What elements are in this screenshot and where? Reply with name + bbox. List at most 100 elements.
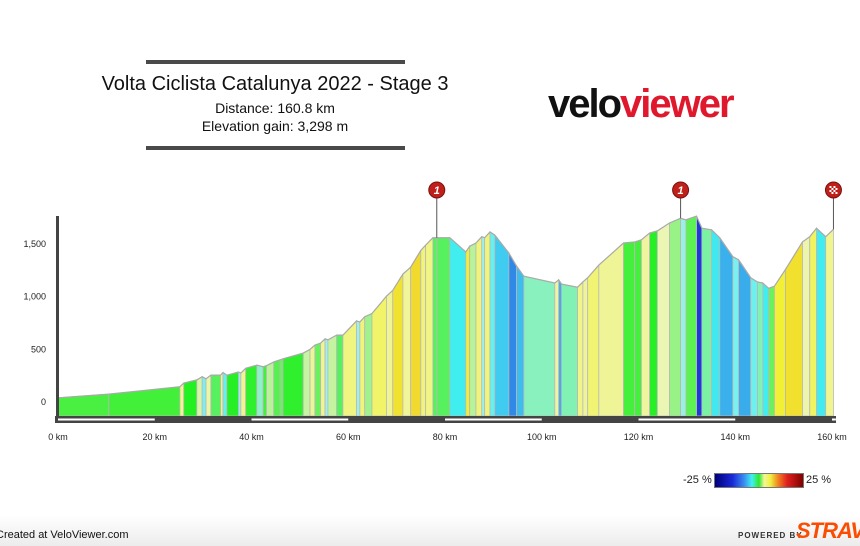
profile-segment <box>696 215 703 417</box>
profile-segment <box>108 386 181 417</box>
profile-segment <box>481 236 486 417</box>
profile-segment <box>402 266 412 417</box>
footer <box>0 515 860 546</box>
checker-square <box>835 192 838 194</box>
x-axis-stripe <box>251 418 349 421</box>
profile-segment <box>719 236 734 417</box>
climb-category-label: 1 <box>678 185 684 197</box>
profile-segment <box>449 236 467 417</box>
profile-segment <box>256 364 264 417</box>
checker-square <box>829 186 832 188</box>
created-at-link[interactable]: Created at VeloViewer.com <box>0 529 129 541</box>
x-tick-label: 60 km <box>336 432 361 442</box>
profile-segment <box>392 272 404 417</box>
gradient-colorbar <box>714 473 804 488</box>
profile-segment <box>179 382 185 417</box>
profile-segment <box>809 227 817 417</box>
profile-segment <box>750 277 758 417</box>
profile-segment <box>561 283 578 417</box>
profile-segment <box>432 237 438 417</box>
profile-segment <box>386 289 394 417</box>
profile-segment <box>757 281 764 417</box>
y-tick-label: 1,500 <box>23 239 46 249</box>
profile-segment <box>282 352 304 417</box>
profile-segment <box>410 248 422 417</box>
profile-segment <box>205 374 212 417</box>
profile-segment <box>508 251 517 417</box>
profile-segment <box>356 320 361 417</box>
x-tick-label: 40 km <box>239 432 264 442</box>
x-tick-label: 80 km <box>433 432 458 442</box>
profile-segment <box>577 280 584 417</box>
title-top-rule <box>146 60 405 64</box>
profile-segment <box>336 334 344 417</box>
x-axis-stripe <box>832 418 836 421</box>
profile-segment <box>279 358 284 417</box>
profile-segment <box>558 278 562 417</box>
profile-segment <box>711 228 721 417</box>
veloviewer-logo: veloviewer <box>548 82 735 126</box>
y-axis <box>56 216 59 420</box>
profile-segment <box>201 376 207 417</box>
checker-square <box>831 192 834 194</box>
profile-segment <box>183 379 198 417</box>
elevation-profile-chart: 0 500 1,000 1,500 0 km 20 km 40 km 60 km 80 km 10… <box>23 181 847 442</box>
profile-segment <box>685 215 697 417</box>
profile-line <box>57 215 834 399</box>
distance-label: Distance: 160.8 km <box>215 100 335 116</box>
profile-segment <box>240 367 247 417</box>
profile-segment <box>314 342 322 417</box>
profile-segment <box>768 285 775 417</box>
profile-segment <box>469 242 477 417</box>
checker-square <box>829 190 832 192</box>
y-tick-label: 0 <box>41 397 46 407</box>
profile-segment <box>436 237 451 417</box>
profile-segment <box>523 275 556 417</box>
profile-segment <box>598 242 624 417</box>
profile-segment <box>226 371 239 417</box>
profile-segment <box>210 374 221 417</box>
profile-segment <box>669 217 681 417</box>
profile-segment <box>425 236 434 417</box>
checker-square <box>833 186 836 188</box>
profile-segment <box>634 239 642 417</box>
y-tick-label: 500 <box>31 344 46 354</box>
legend-max-label: 25 % <box>806 474 832 486</box>
profile-segment <box>465 244 471 417</box>
profile-segment <box>371 295 387 417</box>
profile-segment <box>324 338 329 417</box>
profile-segment <box>732 256 740 417</box>
profile-segment <box>554 279 560 417</box>
profile-segment <box>484 230 491 417</box>
profile-segment <box>420 244 427 417</box>
profile-segment <box>302 348 311 417</box>
page-title: Volta Ciclista Catalunya 2022 - Stage 3 <box>101 73 449 95</box>
profile-segment <box>245 364 258 417</box>
x-axis-stripe <box>638 418 736 421</box>
checker-square <box>833 190 836 192</box>
powered-by-label: POWERED BY <box>738 531 803 540</box>
y-tick-label: 1,000 <box>23 292 46 302</box>
profile-segment <box>649 230 658 417</box>
profile-segment <box>656 222 670 417</box>
title-bottom-rule <box>146 146 405 150</box>
x-tick-label: 140 km <box>720 432 750 442</box>
climb-category-icon <box>428 181 446 199</box>
checker-square <box>835 188 838 190</box>
profile-segment <box>364 312 373 417</box>
profile-segment <box>701 227 712 417</box>
profile-segment <box>489 231 496 417</box>
profile-segment <box>196 376 203 417</box>
profile-segment <box>516 264 525 417</box>
profile-segment <box>587 264 600 417</box>
profile-segment <box>816 227 827 417</box>
x-axis-stripe <box>58 418 155 421</box>
x-tick-label: 100 km <box>527 432 557 442</box>
legend-min-label: -25 % <box>683 474 712 486</box>
x-tick-label: 0 km <box>48 432 68 442</box>
profile-segment <box>262 365 267 417</box>
profile-segment <box>342 319 357 417</box>
checker-square <box>831 188 834 190</box>
profile-segment <box>320 337 326 417</box>
profile-segment <box>582 276 589 417</box>
